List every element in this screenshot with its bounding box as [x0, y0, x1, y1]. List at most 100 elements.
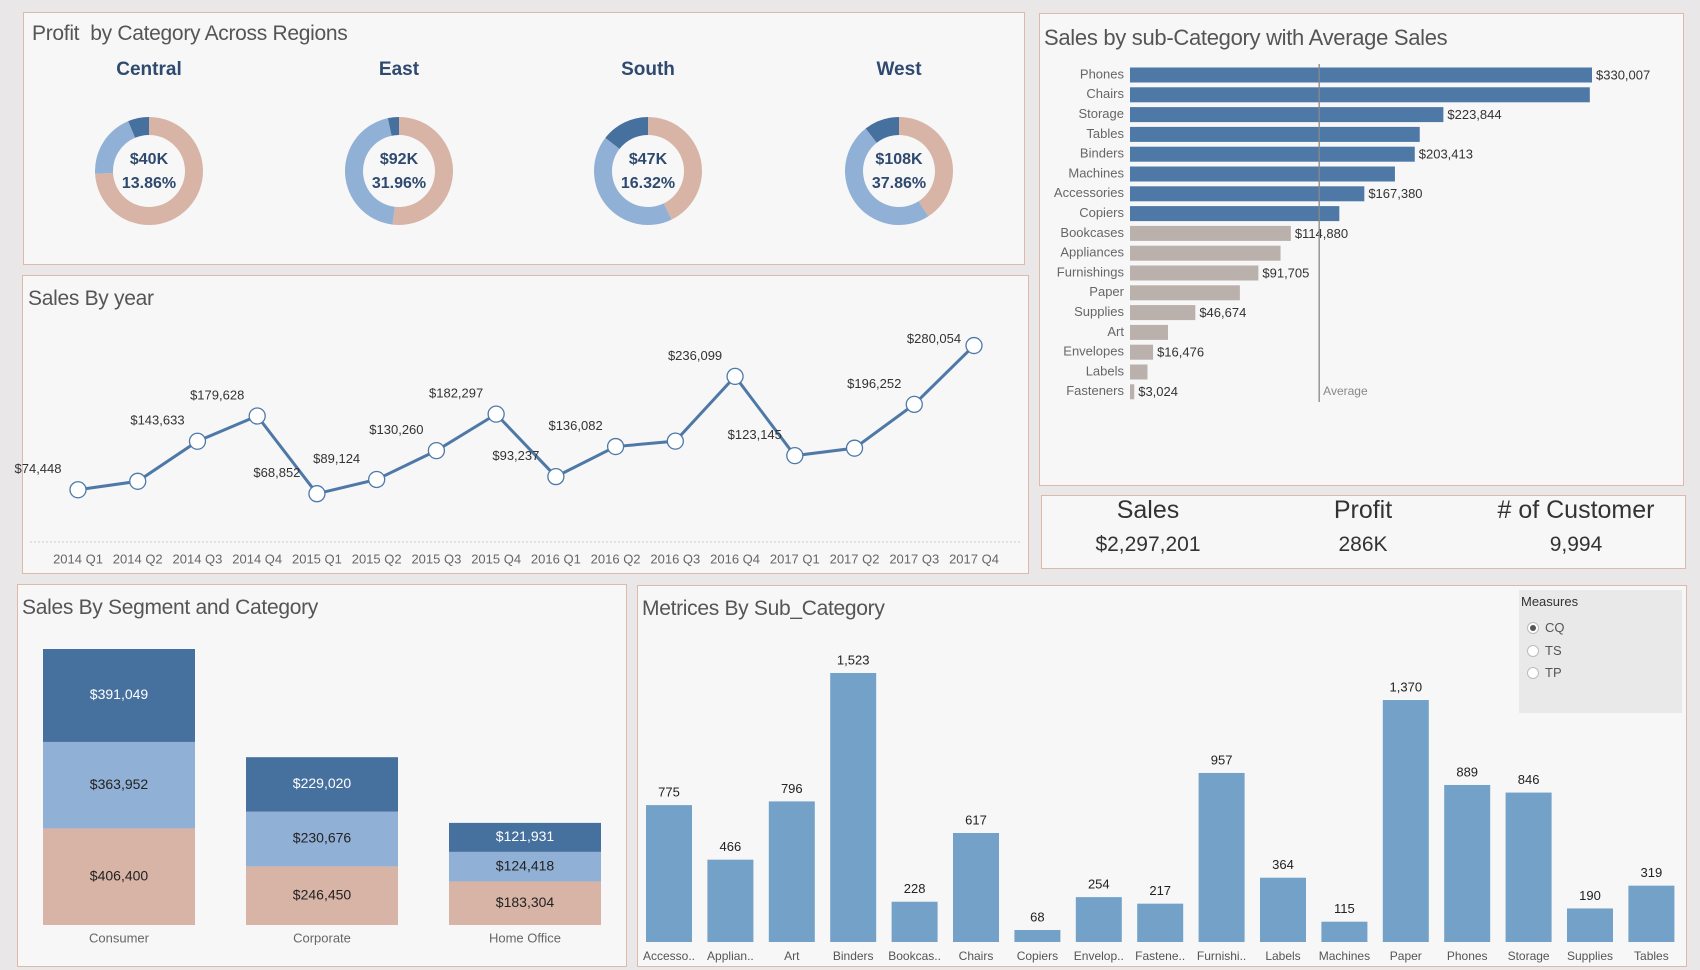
data-point: [965, 336, 983, 355]
metric-bar: [1444, 784, 1491, 942]
x-tick-label: 2015 Q3: [411, 551, 461, 566]
category-label: Fasteners: [1066, 383, 1124, 398]
radio-selected-icon[interactable]: [1527, 621, 1539, 634]
data-label: $223,844: [1447, 107, 1501, 122]
region-profit-percent: 31.96%: [372, 175, 426, 192]
category-label: Labels: [1086, 363, 1125, 378]
data-point: [845, 439, 864, 457]
data-label: $236,099: [668, 348, 722, 363]
metric-bar: [646, 805, 692, 942]
data-label: $167,380: [1368, 186, 1422, 201]
data-point: [368, 470, 386, 489]
metric-category-label: Applian..: [707, 949, 754, 963]
metric-category-label: Binders: [833, 949, 874, 963]
metric-data-label: 617: [965, 812, 987, 827]
stacked-segment: [449, 822, 601, 852]
region-profit-value: $47K: [629, 151, 668, 168]
data-point: [248, 407, 266, 425]
metric-category-label: Storage: [1508, 949, 1550, 963]
sales-by-year-title: Sales By year: [28, 287, 154, 310]
donut-segment: [648, 117, 702, 220]
region-name: Central: [116, 59, 181, 80]
metric-category-label: Chairs: [959, 949, 994, 963]
segment-name: Corporate: [293, 930, 351, 945]
bar: [1130, 245, 1281, 261]
metric-bar: [1321, 921, 1368, 942]
kpi-profit: Profit 286K: [1233, 496, 1493, 557]
segment-label: $229,020: [293, 775, 352, 791]
metric-data-label: 254: [1088, 877, 1110, 892]
stacked-segment: [246, 866, 398, 925]
kpi-sales: Sales $2,297,201: [1018, 496, 1278, 557]
radio-icon[interactable]: [1527, 666, 1539, 679]
metric-category-label: Labels: [1265, 949, 1300, 963]
x-tick-label: 2017 Q2: [830, 551, 880, 566]
metric-bar: [1382, 700, 1429, 942]
data-point: [69, 481, 87, 499]
data-label: $203,413: [1419, 147, 1473, 162]
metric-bar: [768, 801, 815, 942]
metric-category-label: Phones: [1447, 949, 1488, 963]
stacked-segment: [43, 828, 195, 925]
data-label: $68,852: [253, 465, 300, 480]
data-label: $89,124: [313, 451, 360, 466]
metric-data-label: 1,523: [837, 652, 870, 667]
data-label: $130,260: [369, 422, 423, 437]
bar: [1130, 364, 1148, 380]
region-name: West: [876, 59, 922, 80]
kpi-profit-value: 286K: [1338, 533, 1388, 556]
metric-category-label: Machines: [1319, 949, 1370, 963]
data-label: $74,448: [15, 461, 62, 476]
metric-category-label: Copiers: [1017, 949, 1058, 963]
stacked-segment: [43, 741, 195, 829]
metric-category-label: Fastene..: [1135, 949, 1185, 963]
measure-option-tp[interactable]: TP: [1527, 665, 1562, 680]
category-label: Phones: [1080, 66, 1125, 81]
metric-bar: [1014, 929, 1061, 942]
metric-data-label: 466: [720, 839, 742, 854]
x-tick-label: 2016 Q4: [710, 551, 760, 566]
measure-option-ts[interactable]: TS: [1527, 643, 1562, 658]
metric-category-label: Art: [784, 949, 800, 963]
bar: [1130, 166, 1395, 182]
category-label: Tables: [1086, 126, 1124, 141]
category-label: Storage: [1078, 106, 1124, 121]
bar: [1130, 344, 1154, 360]
measure-option-cq[interactable]: CQ: [1527, 620, 1565, 635]
metric-bar: [1198, 772, 1245, 942]
region-name: East: [379, 59, 420, 80]
metric-category-label: Paper: [1390, 949, 1422, 963]
stacked-segment: [449, 881, 601, 925]
segment-name: Home Office: [489, 930, 561, 945]
data-label: $143,633: [130, 413, 184, 428]
data-point: [427, 441, 446, 460]
metric-bar: [953, 833, 999, 942]
data-label: $280,054: [907, 331, 961, 346]
stacked-segment: [43, 649, 195, 742]
category-label: Machines: [1068, 165, 1124, 180]
metric-data-label: 364: [1272, 857, 1294, 872]
measure-option-label: TP: [1545, 665, 1562, 680]
radio-icon[interactable]: [1527, 644, 1539, 657]
metric-data-label: 796: [781, 781, 803, 796]
sales-by-subcategory-title: Sales by sub-Category with Average Sales: [1044, 25, 1448, 50]
donut-segment: [845, 128, 929, 225]
region-profit-percent: 37.86%: [872, 175, 926, 192]
segment-label: $230,676: [293, 830, 352, 846]
data-label: $114,880: [1295, 226, 1348, 241]
bar: [1130, 146, 1415, 162]
region-profit-percent: 16.32%: [621, 175, 675, 192]
metric-category-label: Furnishi..: [1197, 949, 1246, 963]
metric-category-label: Envelop..: [1074, 949, 1124, 963]
metric-bar: [1567, 908, 1613, 942]
segment-name: Consumer: [89, 930, 150, 945]
sales-line: [77, 344, 976, 496]
donut-segment: [345, 118, 395, 225]
data-point: [487, 405, 505, 423]
x-tick-label: 2014 Q1: [53, 551, 103, 566]
metric-category-label: Supplies: [1567, 949, 1613, 963]
metric-data-label: 775: [658, 785, 680, 800]
x-tick-label: 2016 Q2: [591, 551, 641, 566]
measures-title: Measures: [1521, 594, 1579, 609]
x-tick-label: 2017 Q4: [949, 551, 999, 566]
